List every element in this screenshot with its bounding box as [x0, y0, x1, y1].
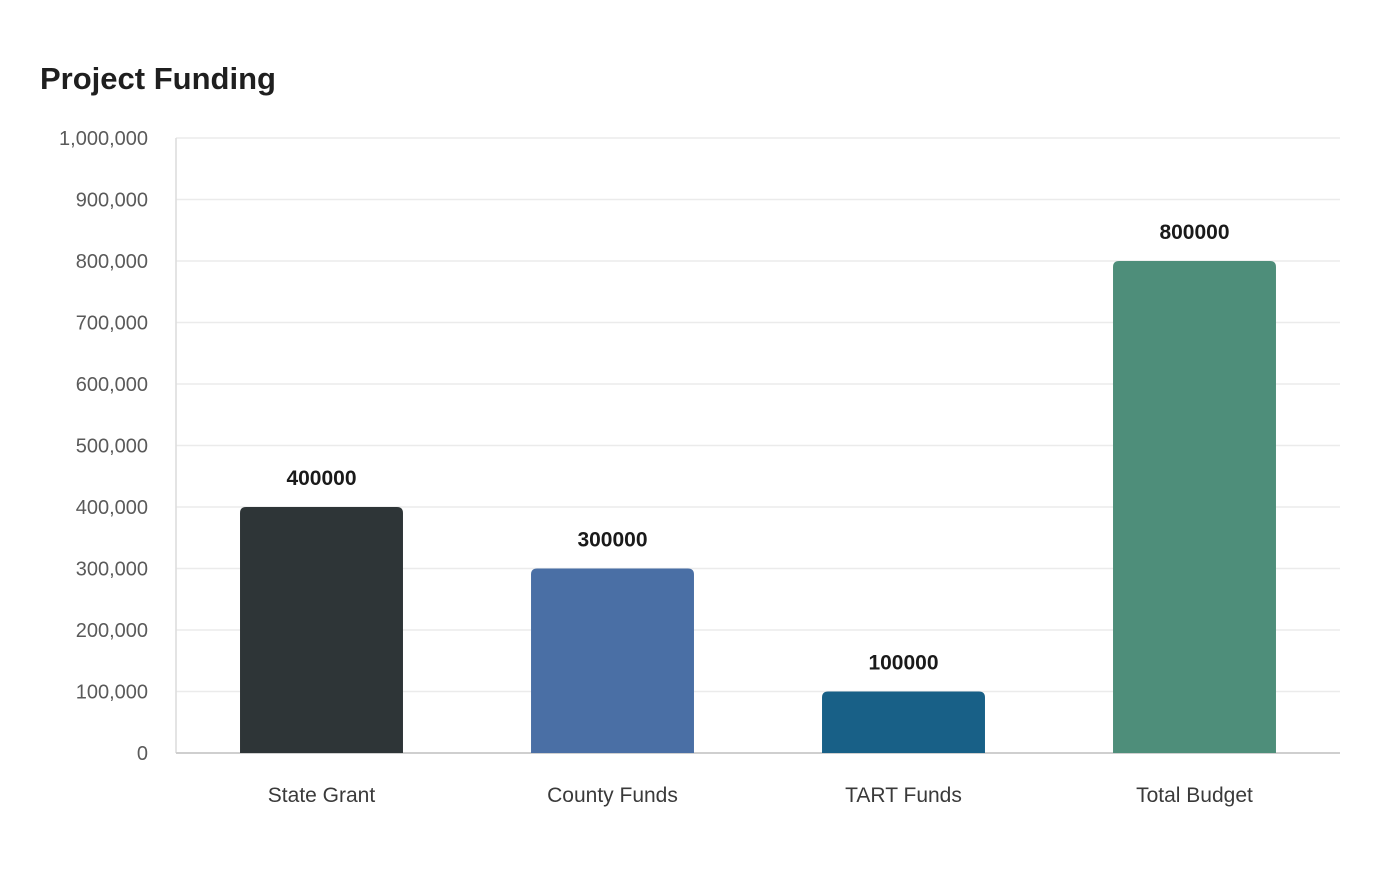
y-axis-ticks: 0 100,000 200,000 300,000 400,000 500,000 600,…	[59, 128, 148, 765]
x-category-label: TART Funds	[845, 784, 962, 807]
y-tick-label: 800,000	[76, 251, 148, 273]
data-label: 100000	[868, 652, 938, 675]
y-tick-label: 100,000	[76, 682, 148, 704]
bar-state-grant	[240, 507, 403, 753]
y-tick-label: 600,000	[76, 374, 148, 396]
chart-title: Project Funding	[40, 61, 276, 96]
bar-total-budget	[1113, 261, 1276, 753]
bar-county-funds	[531, 568, 694, 753]
y-tick-label: 0	[137, 743, 148, 765]
bars	[240, 261, 1276, 753]
x-category-label: County Funds	[547, 784, 678, 807]
y-tick-label: 500,000	[76, 436, 148, 458]
x-category-label: State Grant	[268, 784, 376, 807]
x-category-label: Total Budget	[1136, 784, 1253, 807]
data-labels: 400000 300000 100000 800000	[286, 221, 1229, 675]
x-axis-categories: State Grant County Funds TART Funds Total B…	[268, 784, 1253, 807]
data-label: 300000	[577, 529, 647, 552]
y-tick-label: 200,000	[76, 620, 148, 642]
data-label: 800000	[1159, 221, 1229, 244]
y-tick-label: 300,000	[76, 559, 148, 581]
y-tick-label: 1,000,000	[59, 128, 148, 150]
y-tick-label: 400,000	[76, 497, 148, 519]
y-tick-label: 900,000	[76, 190, 148, 212]
data-label: 400000	[286, 467, 356, 490]
y-tick-label: 700,000	[76, 313, 148, 335]
bar-tart-funds	[822, 691, 985, 753]
